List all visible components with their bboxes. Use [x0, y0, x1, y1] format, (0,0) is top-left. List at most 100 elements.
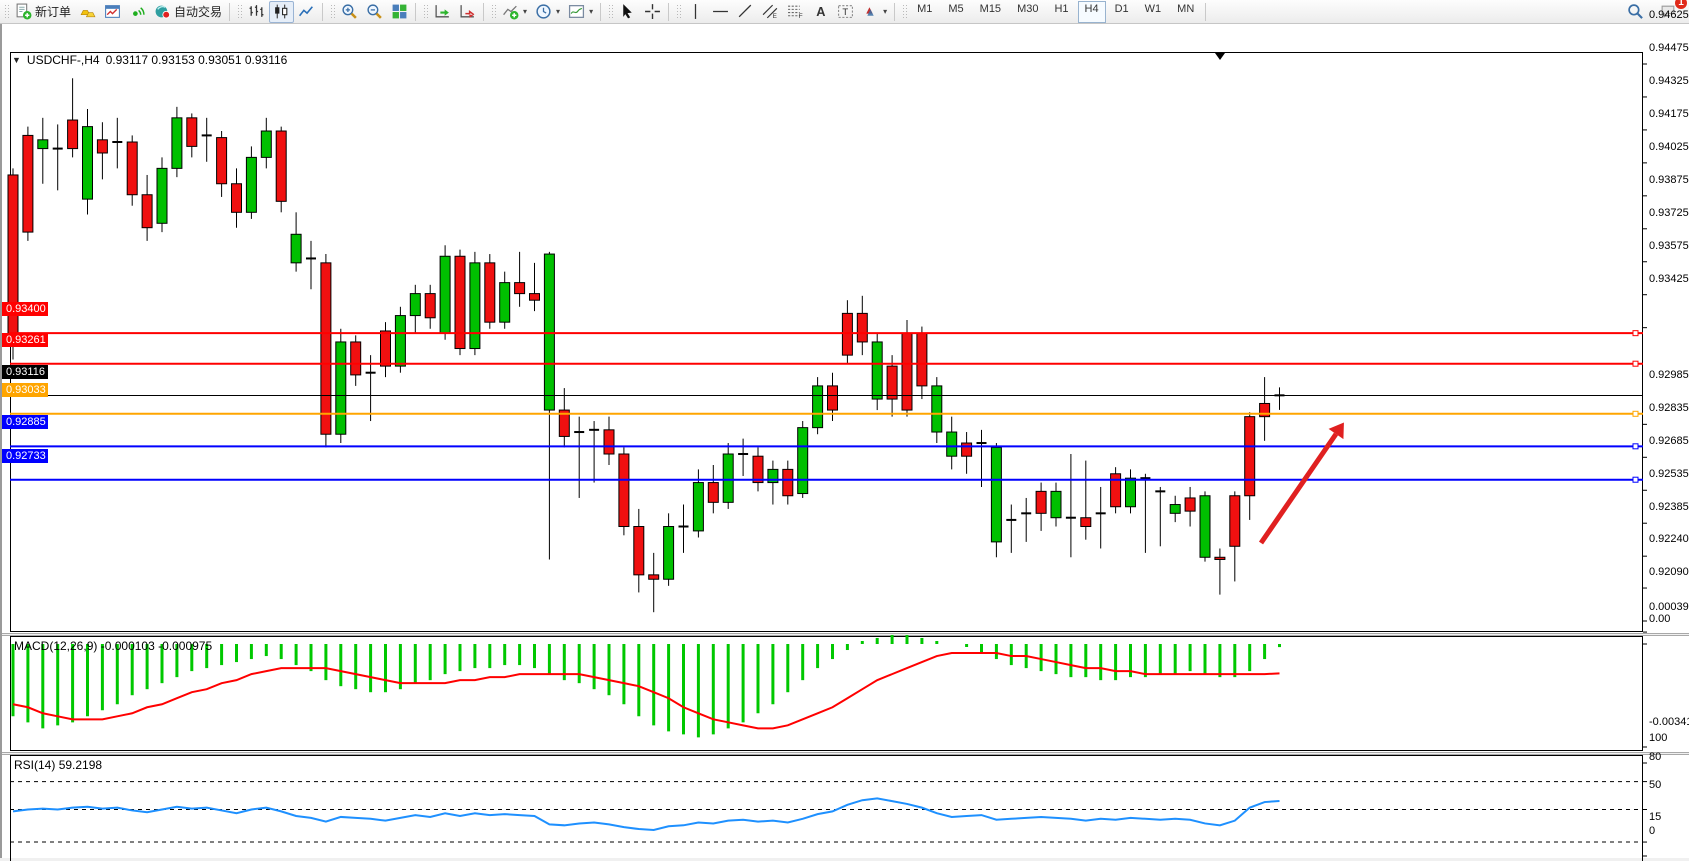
- tf-m30-label: M30: [1017, 2, 1039, 15]
- chart-title: ▼ USDCHF-,H4 0.93117 0.93153 0.93051 0.9…: [12, 53, 287, 67]
- dropdown-arrow-icon[interactable]: ▾: [523, 7, 528, 16]
- toolbar-grip: [676, 3, 682, 20]
- tile-windows-button[interactable]: [387, 1, 412, 23]
- macd-axis-label: -0.003419: [1649, 716, 1689, 728]
- toolbar-separator: [229, 2, 231, 21]
- toolbar-separator: [894, 2, 896, 21]
- toolbar-separator: [483, 2, 485, 21]
- text-t-icon: T: [838, 5, 854, 18]
- tf-m30[interactable]: M30: [1010, 1, 1045, 23]
- notifications-button[interactable]: 1: [1656, 0, 1687, 23]
- macd-axis-label: 0.00: [1649, 613, 1671, 625]
- zoom-out-icon: [367, 4, 382, 19]
- autotrade-icon: [155, 5, 171, 19]
- indicator-plus-icon: [503, 5, 519, 20]
- autotrading-button[interactable]: 自动交易: [150, 1, 226, 23]
- candlestick-button[interactable]: [269, 0, 295, 23]
- new-order-button-label: 新订单: [35, 5, 72, 19]
- tf-m1[interactable]: M1: [910, 1, 939, 23]
- toolbar-grip: [4, 3, 9, 20]
- periods-button[interactable]: ▾: [531, 1, 564, 23]
- tf-d1[interactable]: D1: [1108, 1, 1136, 23]
- signals-button[interactable]: [125, 1, 150, 23]
- rsi-pane[interactable]: [10, 755, 1643, 861]
- rsi-axis-label: 100: [1649, 732, 1668, 744]
- linechart-icon: [299, 6, 313, 17]
- templates-button[interactable]: ▾: [564, 1, 597, 23]
- price-axis-tick-label: 0.94625: [1649, 9, 1689, 21]
- chartshift-icon: [460, 5, 475, 18]
- svg-text:T: T: [842, 7, 848, 18]
- search-button[interactable]: [1623, 1, 1648, 23]
- magnifier-icon: [1628, 4, 1643, 19]
- crosshair-button[interactable]: [640, 1, 665, 23]
- toolbar-separator: [322, 2, 324, 21]
- horizontal-line-button[interactable]: [708, 1, 733, 23]
- arrows-button[interactable]: ▾: [858, 1, 891, 23]
- auto-scroll-button[interactable]: [430, 1, 455, 23]
- tf-mn[interactable]: MN: [1170, 1, 1201, 23]
- toolbar-separator: [600, 2, 602, 21]
- equidistant-channel-button[interactable]: E: [758, 1, 783, 23]
- price-axis-tick-label: 0.94175: [1649, 107, 1689, 120]
- rsi-axis-label: 80: [1649, 750, 1662, 763]
- chart-window-icon: [105, 5, 120, 18]
- price-axis-tick-label: 0.92090: [1649, 565, 1689, 578]
- tf-w1[interactable]: W1: [1138, 1, 1169, 23]
- new-order-button[interactable]: 新订单: [11, 1, 75, 23]
- chat-icon: [1661, 5, 1675, 19]
- price-axis-tick-label: 0.94025: [1649, 140, 1689, 153]
- toolbar-grip: [608, 3, 614, 20]
- line-chart-button[interactable]: [294, 1, 319, 23]
- text-label-button[interactable]: T: [833, 1, 858, 23]
- channel-icon: E: [762, 4, 778, 20]
- price-line-badge: 0.93261: [2, 332, 48, 347]
- notification-count-badge: 1: [1675, 0, 1687, 9]
- dropdown-arrow-icon[interactable]: ▾: [883, 7, 888, 16]
- crosshair-icon: [645, 4, 661, 19]
- tf-m15[interactable]: M15: [973, 1, 1008, 23]
- symbol-dropdown-icon[interactable]: ▼: [12, 55, 21, 65]
- chart-window[interactable]: ▼ USDCHF-,H4 0.93117 0.93153 0.93051 0.9…: [0, 9, 1689, 861]
- tf-m1-label: M1: [917, 2, 933, 15]
- dropdown-arrow-icon[interactable]: ▾: [589, 7, 594, 16]
- cursor-button[interactable]: [615, 1, 640, 23]
- price-axis-tick-label: 0.93725: [1649, 206, 1689, 219]
- text-button[interactable]: A: [808, 1, 833, 23]
- chart-shift-button[interactable]: [455, 1, 480, 23]
- tf-h1[interactable]: H1: [1047, 1, 1075, 23]
- macd-pane[interactable]: [10, 636, 1643, 751]
- new-chart-button[interactable]: [100, 1, 125, 23]
- zoom-out-button[interactable]: [362, 1, 387, 23]
- macd-axis-label: 0.000396: [1649, 601, 1689, 614]
- main-chart-pane[interactable]: [10, 52, 1643, 632]
- tf-h4-label: H4: [1084, 2, 1099, 15]
- tf-h4[interactable]: H4: [1077, 0, 1106, 23]
- autotrading-button-label: 自动交易: [174, 5, 223, 19]
- toolbar-grip: [237, 3, 243, 20]
- tile-icon: [392, 4, 407, 19]
- chart-shift-marker-icon[interactable]: [1215, 53, 1225, 60]
- macd-indicator-label: MACD(12,26,9) -0.000103 -0.000975: [14, 639, 213, 653]
- doc-plus-icon: [16, 3, 32, 20]
- vertical-line-button[interactable]: [683, 1, 708, 23]
- pane-splitter[interactable]: [2, 633, 1689, 636]
- vline-icon: [694, 4, 697, 19]
- price-axis-tick-label: 0.93875: [1649, 173, 1689, 186]
- price-axis-tick-label: 0.92535: [1649, 468, 1689, 481]
- indicators-button[interactable]: ▾: [498, 1, 531, 23]
- pane-splitter[interactable]: [2, 752, 1689, 755]
- fibonacci-button[interactable]: F: [783, 1, 808, 23]
- gold-button[interactable]: [75, 1, 100, 23]
- price-line-badge: 0.92885: [2, 415, 48, 430]
- bar-chart-button[interactable]: [244, 1, 269, 23]
- dropdown-arrow-icon[interactable]: ▾: [556, 7, 561, 16]
- toolbar: 新订单 自动交易 ▾ ▾ ▾ E F A T ▾ M1 M5 M15 M30 H1 H4 D1 W1 MN 1: [0, 0, 1689, 24]
- toolbar-grip: [330, 3, 336, 20]
- svg-text:E: E: [773, 13, 777, 20]
- trendline-button[interactable]: [733, 1, 758, 23]
- tf-m5[interactable]: M5: [941, 1, 970, 23]
- price-axis-tick-label: 0.94325: [1649, 74, 1689, 87]
- zoom-in-button[interactable]: [337, 1, 362, 23]
